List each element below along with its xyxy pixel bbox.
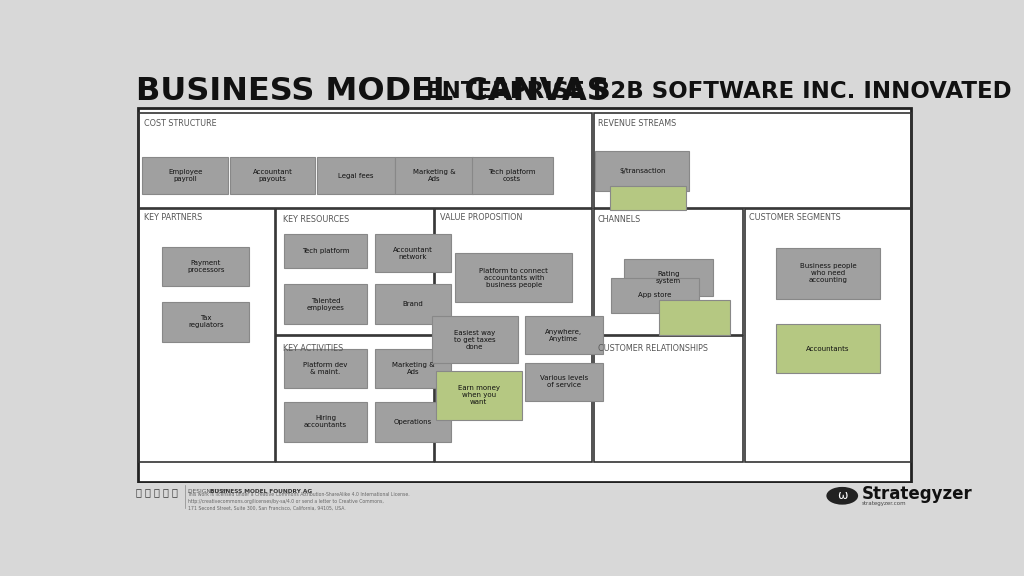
- FancyBboxPatch shape: [284, 402, 368, 442]
- Text: KEY PARTNERS: KEY PARTNERS: [143, 213, 202, 222]
- Text: COST STRUCTURE: COST STRUCTURE: [143, 119, 216, 128]
- FancyBboxPatch shape: [472, 157, 553, 195]
- Text: REVENUE STREAMS: REVENUE STREAMS: [598, 119, 676, 128]
- Text: Accountants: Accountants: [806, 346, 850, 351]
- Text: Earn money
when you
want: Earn money when you want: [458, 385, 500, 405]
- Text: VALUE PROPOSITION: VALUE PROPOSITION: [440, 213, 522, 222]
- Text: Brand: Brand: [402, 301, 423, 307]
- Text: Anywhere,
Anytime: Anywhere, Anytime: [545, 329, 583, 342]
- Circle shape: [826, 487, 858, 505]
- Text: Tech platform
costs: Tech platform costs: [488, 169, 536, 182]
- Text: Tax
regulators: Tax regulators: [188, 316, 223, 328]
- Text: CUSTOMER SEGMENTS: CUSTOMER SEGMENTS: [749, 213, 841, 222]
- FancyBboxPatch shape: [229, 157, 315, 195]
- FancyBboxPatch shape: [524, 316, 602, 354]
- FancyBboxPatch shape: [142, 157, 228, 195]
- Text: Platform to connect
accountants with
business people: Platform to connect accountants with bus…: [479, 268, 548, 287]
- Text: $/transaction: $/transaction: [618, 168, 666, 174]
- Text: Marketing &
Ads: Marketing & Ads: [413, 169, 456, 182]
- Text: KEY ACTIVITIES: KEY ACTIVITIES: [283, 344, 343, 353]
- FancyBboxPatch shape: [128, 483, 922, 513]
- FancyBboxPatch shape: [375, 402, 451, 442]
- Text: Legal fees: Legal fees: [338, 173, 374, 179]
- Text: CUSTOMER RELATIONSHIPS: CUSTOMER RELATIONSHIPS: [598, 344, 708, 353]
- Text: Easiest way
to get taxes
done: Easiest way to get taxes done: [454, 329, 496, 350]
- Text: Business people
who need
accounting: Business people who need accounting: [800, 263, 856, 283]
- FancyBboxPatch shape: [776, 248, 880, 298]
- FancyBboxPatch shape: [375, 284, 451, 324]
- Text: Various levels
of service: Various levels of service: [540, 376, 588, 388]
- Text: Ⓒ Ⓞ Ⓒ Ⓐ ⓘ: Ⓒ Ⓞ Ⓒ Ⓐ ⓘ: [136, 487, 178, 497]
- Text: Marketing &
Ads: Marketing & Ads: [391, 362, 434, 375]
- Text: Platform dev
& maint.: Platform dev & maint.: [303, 362, 348, 375]
- FancyBboxPatch shape: [395, 157, 473, 195]
- FancyBboxPatch shape: [284, 348, 368, 388]
- Text: Employee
payroll: Employee payroll: [168, 169, 203, 182]
- Text: strategyzer.com: strategyzer.com: [861, 501, 906, 506]
- FancyBboxPatch shape: [316, 157, 394, 195]
- FancyBboxPatch shape: [162, 302, 250, 342]
- FancyBboxPatch shape: [776, 324, 880, 373]
- FancyBboxPatch shape: [162, 247, 250, 286]
- Text: Accountant
payouts: Accountant payouts: [253, 169, 293, 182]
- FancyBboxPatch shape: [432, 316, 518, 363]
- Text: KEY RESOURCES: KEY RESOURCES: [283, 215, 349, 225]
- FancyBboxPatch shape: [137, 108, 911, 483]
- FancyBboxPatch shape: [624, 259, 713, 297]
- Text: Hiring
accountants: Hiring accountants: [304, 415, 347, 428]
- FancyBboxPatch shape: [455, 253, 572, 302]
- FancyBboxPatch shape: [610, 278, 699, 313]
- FancyBboxPatch shape: [284, 234, 368, 268]
- Text: BUSINESS MODEL CANVAS: BUSINESS MODEL CANVAS: [136, 76, 609, 107]
- FancyBboxPatch shape: [436, 371, 521, 419]
- Text: Accountant
network: Accountant network: [393, 247, 433, 260]
- Text: ω: ω: [837, 489, 848, 502]
- Text: Tech platform: Tech platform: [302, 248, 349, 254]
- FancyBboxPatch shape: [524, 363, 602, 401]
- Text: This work is licensed under a Creative Commons Attribution-ShareAlike 4.0 Intern: This work is licensed under a Creative C…: [187, 492, 411, 511]
- FancyBboxPatch shape: [658, 300, 730, 335]
- FancyBboxPatch shape: [375, 234, 451, 272]
- Text: CHANNELS: CHANNELS: [598, 215, 641, 225]
- FancyBboxPatch shape: [595, 151, 689, 191]
- Text: Payment
processors: Payment processors: [187, 260, 224, 273]
- Text: Strategyzer: Strategyzer: [861, 485, 972, 503]
- Text: DESIGNED BY: DESIGNED BY: [187, 489, 229, 494]
- FancyBboxPatch shape: [610, 185, 685, 210]
- Text: BUSINESS MODEL FOUNDRY AG: BUSINESS MODEL FOUNDRY AG: [210, 489, 312, 494]
- Text: Talented
employees: Talented employees: [306, 298, 344, 310]
- FancyBboxPatch shape: [375, 348, 451, 388]
- Text: Rating
system: Rating system: [656, 271, 681, 284]
- Text: Operations: Operations: [394, 419, 432, 425]
- Text: ENTERPRISE B2B SOFTWARE INC. INNOVATED: ENTERPRISE B2B SOFTWARE INC. INNOVATED: [426, 80, 1012, 103]
- Text: App store: App store: [638, 292, 672, 298]
- FancyBboxPatch shape: [284, 284, 368, 324]
